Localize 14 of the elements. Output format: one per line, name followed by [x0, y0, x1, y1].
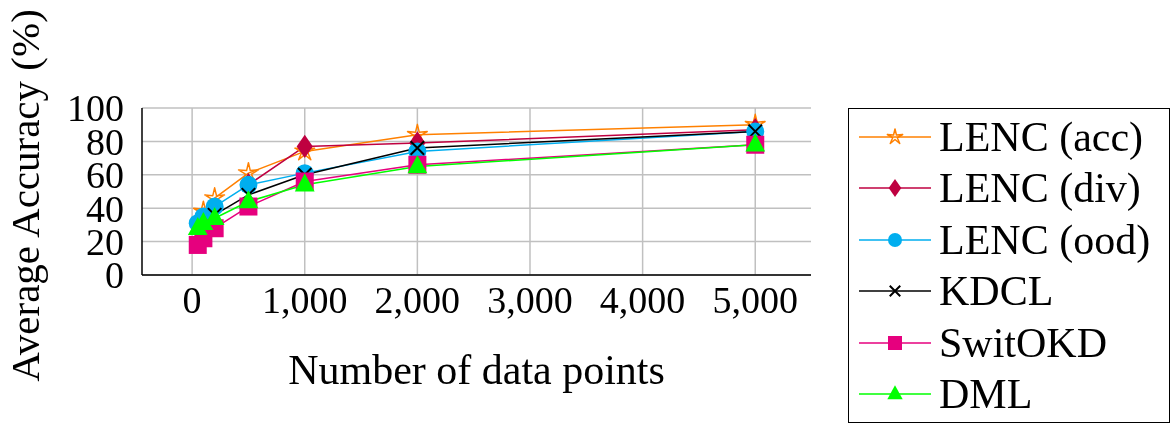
legend-label: KDCL: [939, 268, 1054, 315]
x-tick-label: 5,000: [712, 278, 798, 321]
x-tick-label: 0: [182, 278, 202, 321]
x-tick-label: 4,000: [599, 278, 686, 321]
legend-label: SwitOKD: [939, 319, 1108, 366]
legend-label: DML: [939, 371, 1033, 418]
x-tick-label: 2,000: [374, 278, 461, 321]
y-axis-title: Average Accuracy (%): [2, 9, 48, 382]
legend-label: LENC (acc): [939, 113, 1144, 160]
x-tick-label: 1,000: [261, 278, 348, 321]
legend-label: LENC (ood): [939, 216, 1151, 263]
legend-label: LENC (div): [939, 165, 1141, 212]
x-axis-title: Number of data points: [288, 347, 665, 393]
x-tick-label: 3,000: [487, 278, 573, 321]
